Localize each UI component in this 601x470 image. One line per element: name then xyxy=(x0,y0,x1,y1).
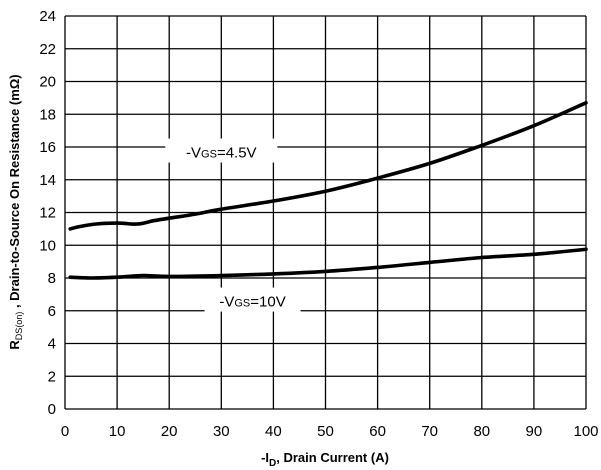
series-line-2 xyxy=(68,247,588,280)
x-tick-label: 60 xyxy=(369,423,386,440)
x-axis-title-subscript: D xyxy=(269,458,276,469)
annotation-subscript: GS xyxy=(234,298,250,310)
y-axis-title-main: R xyxy=(7,340,22,350)
x-axis-title-prefix: -I xyxy=(261,450,269,465)
annotation-suffix: =10V xyxy=(250,294,285,311)
y-tick-label: 14 xyxy=(39,172,56,189)
annotation-background xyxy=(204,287,301,312)
x-tick-label: 80 xyxy=(473,423,490,440)
y-tick-label: 0 xyxy=(48,401,56,418)
y-tick-label: 10 xyxy=(39,237,56,254)
y-tick-label: 4 xyxy=(48,336,56,353)
x-tick-label: 0 xyxy=(61,423,69,440)
x-axis-title: -ID, Drain Current (A) xyxy=(261,450,389,469)
y-tick-label: 18 xyxy=(39,106,56,123)
y-axis-title: RDS(on) , Drain-to-Source On Resistance … xyxy=(7,74,24,349)
y-tick-label: 2 xyxy=(48,368,56,385)
x-axis-title-suffix: , Drain Current (A) xyxy=(276,450,389,465)
x-tick-label: 40 xyxy=(265,423,282,440)
x-tick-label: 50 xyxy=(317,423,334,440)
y-tick-label: 20 xyxy=(39,74,56,91)
y-tick-label: 24 xyxy=(39,8,56,25)
y-axis-title-subscript: DS(on) xyxy=(14,312,24,341)
x-tick-label: 90 xyxy=(526,423,543,440)
annotation-suffix: =4.5V xyxy=(217,145,257,162)
annotation-background xyxy=(165,138,278,163)
annotation-prefix: -V xyxy=(186,145,201,162)
x-tick-label: 20 xyxy=(161,423,178,440)
x-tick-label: 10 xyxy=(109,423,126,440)
annotation-subscript: GS xyxy=(201,149,217,161)
annotation-prefix: -V xyxy=(219,294,234,311)
y-tick-label: 6 xyxy=(48,303,56,320)
series-group xyxy=(68,101,588,280)
x-tick-labels: 0 10 20 30 40 50 60 70 80 90 100 xyxy=(61,423,599,440)
x-tick-label: 100 xyxy=(573,423,598,440)
y-tick-label: 8 xyxy=(48,270,56,287)
series-annotation-1: -VGS=4.5V xyxy=(186,145,257,162)
grid xyxy=(64,15,587,410)
x-tick-label: 30 xyxy=(213,423,230,440)
annotations: -VGS=4.5V-VGS=10V xyxy=(165,138,301,312)
y-tick-label: 16 xyxy=(39,139,56,156)
x-tick-label: 70 xyxy=(421,423,438,440)
y-axis-title-suffix: , Drain-to-Source On Resistance (mΩ) xyxy=(7,74,22,311)
y-tick-label: 12 xyxy=(39,205,56,222)
series-line-1 xyxy=(68,101,588,231)
y-tick-label: 22 xyxy=(39,41,56,58)
series-annotation-2: -VGS=10V xyxy=(219,294,285,311)
